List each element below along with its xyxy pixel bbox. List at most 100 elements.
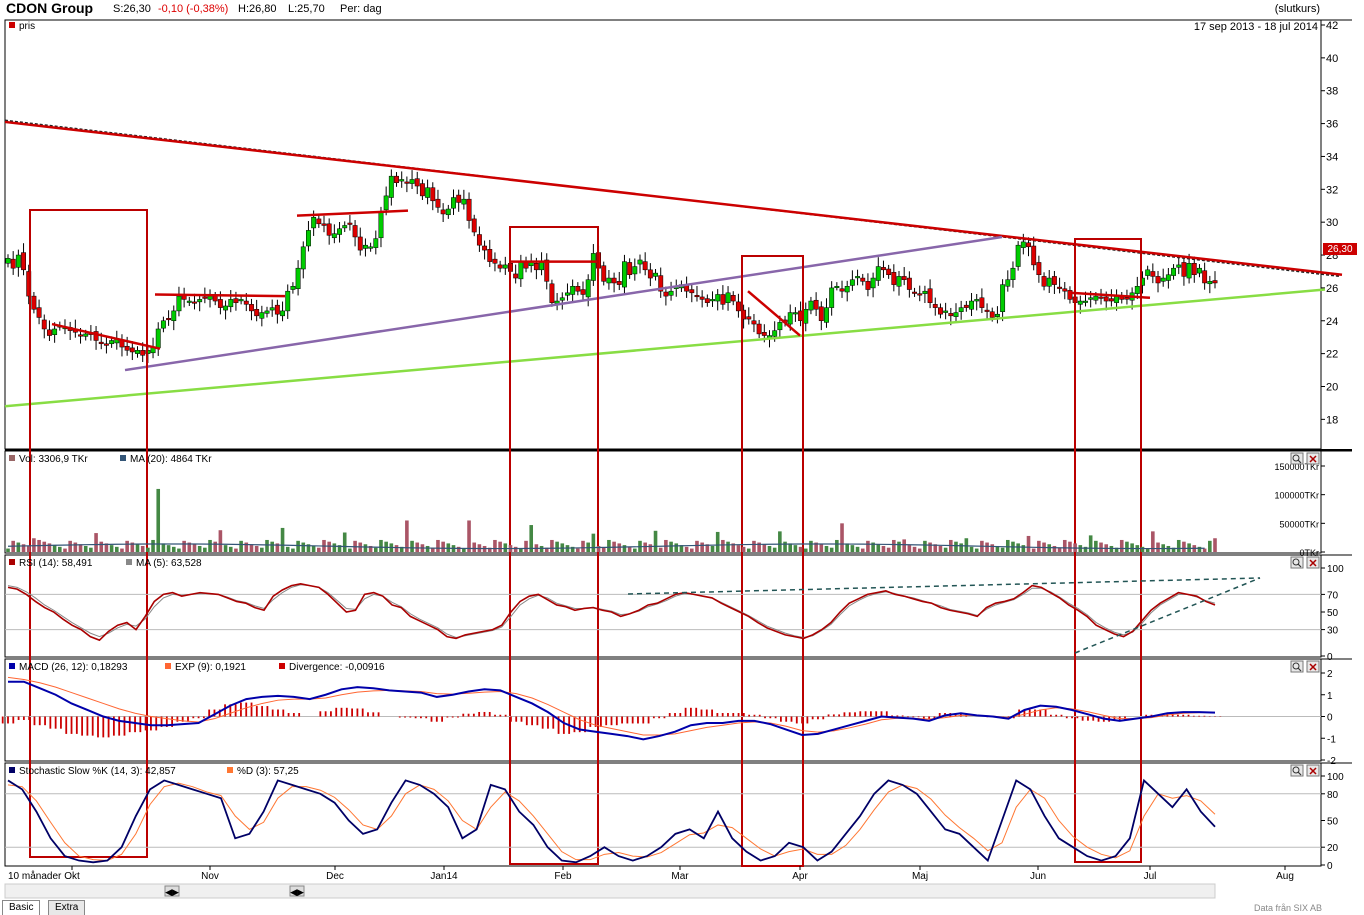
macd-tick-label: -1 xyxy=(1327,734,1336,745)
candle-body xyxy=(197,299,203,303)
vol-tick-label: 50000TKr xyxy=(1279,519,1319,529)
exp-legend-label: EXP (9): 0,1921 xyxy=(175,662,246,673)
volume-bar xyxy=(270,541,274,552)
close-icon-stroke xyxy=(1309,559,1317,567)
panel-settings-button[interactable] xyxy=(1290,452,1304,465)
candle-body xyxy=(502,264,508,269)
price-tick-label: 20 xyxy=(1326,381,1338,393)
macd-tick-label: 2 xyxy=(1327,669,1333,680)
candle-body xyxy=(616,281,622,285)
volume-bar xyxy=(1151,531,1155,552)
panel-settings-button[interactable] xyxy=(1290,764,1304,777)
volume-bar xyxy=(223,545,228,552)
candle-body xyxy=(922,290,928,294)
candle-body xyxy=(388,175,394,198)
candle-body xyxy=(456,194,462,203)
volume-bar xyxy=(58,546,62,552)
candle-body xyxy=(419,183,425,197)
candle-body xyxy=(352,225,358,238)
volume-bar xyxy=(342,532,347,552)
tab-extra[interactable]: Extra xyxy=(48,900,86,915)
volume-bar xyxy=(425,545,430,552)
candle-body xyxy=(249,304,254,312)
candle-body xyxy=(337,228,342,235)
volume-bar xyxy=(933,544,938,552)
candle-body xyxy=(482,245,488,251)
volume-bar xyxy=(1213,538,1217,552)
volume-bar xyxy=(208,539,212,552)
panel-settings-button[interactable] xyxy=(1290,556,1304,569)
volume-bar xyxy=(897,541,901,552)
volume-bar xyxy=(21,544,26,552)
candle-body xyxy=(891,272,897,285)
x-tick-label: Jan14 xyxy=(430,871,458,882)
volume-bar xyxy=(1156,542,1160,552)
volume-bar xyxy=(1083,546,1088,552)
volume-bar xyxy=(446,543,451,552)
candle-body xyxy=(440,209,446,215)
volume-bar xyxy=(327,541,331,552)
volume-bar xyxy=(348,548,352,552)
candle-body xyxy=(373,238,379,248)
candle-body xyxy=(1181,262,1187,277)
stochastic-gridlines xyxy=(5,793,1321,848)
vol-ma-legend-label: MA (20): 4864 TKr xyxy=(130,454,212,465)
volume-bar xyxy=(1005,539,1010,552)
scroll-right-button[interactable] xyxy=(289,885,305,897)
wrench-icon-handle xyxy=(1297,459,1302,464)
volume-bar xyxy=(705,544,710,552)
candle-body xyxy=(1103,296,1109,302)
volume-bar xyxy=(171,546,176,552)
volume-bar xyxy=(596,545,601,552)
volume-bar xyxy=(923,540,927,552)
volume-bar xyxy=(135,544,140,552)
candle-body xyxy=(1067,290,1073,300)
macd-legend-label: MACD (26, 12): 0,18293 xyxy=(19,662,128,673)
volume-bar xyxy=(203,547,207,552)
volume-bar xyxy=(1182,541,1186,552)
candle-body xyxy=(233,298,239,303)
volume-bar xyxy=(544,547,549,552)
time-scrollbar[interactable]: ◀▶ ◀▶ 10 månader xyxy=(4,870,1216,899)
candle-body xyxy=(746,316,752,320)
volume-bar xyxy=(467,520,471,552)
price-tick-label: 34 xyxy=(1326,151,1338,163)
candle-body xyxy=(710,299,715,302)
volume-bar xyxy=(622,545,627,552)
candle-body xyxy=(1207,281,1213,285)
period-selector[interactable]: Per: dag xyxy=(340,3,382,15)
candle-body xyxy=(518,261,524,280)
volume-bar xyxy=(529,525,534,552)
volume-bar xyxy=(1119,539,1124,552)
tab-basic[interactable]: Basic xyxy=(2,900,41,915)
candle-body xyxy=(653,272,658,277)
volume-bar xyxy=(47,543,52,552)
vol-legend-swatch xyxy=(9,455,15,461)
price-tick-label: 36 xyxy=(1326,119,1338,131)
candle-body xyxy=(937,307,943,315)
macd-panel: -2 -1 0 1 2 MACD (26, 12): 0,18293 EXP (9): … xyxy=(1,662,1336,767)
volume-bar xyxy=(1021,545,1026,552)
candle-body xyxy=(243,300,249,305)
volume-legend: Vol: 3306,9 TKr MA (20): 4864 TKr xyxy=(9,454,212,465)
rsi-legend-label: RSI (14): 58,491 xyxy=(19,558,93,569)
volume-bar xyxy=(436,539,440,552)
macd-frame xyxy=(4,658,1322,762)
price-tick-label: 38 xyxy=(1326,86,1338,98)
macd-tick-label: -2 xyxy=(1327,756,1336,767)
scroll-left-button[interactable] xyxy=(164,885,180,897)
volume-bar xyxy=(871,542,875,552)
volume-bar xyxy=(68,540,72,552)
scrollbar-track[interactable] xyxy=(4,883,1216,899)
volume-bar xyxy=(73,542,78,552)
candle-body xyxy=(963,304,969,308)
volume-bar xyxy=(63,548,67,552)
volume-bar xyxy=(772,547,777,552)
volume-bar xyxy=(1125,541,1129,552)
panel-settings-button[interactable] xyxy=(1290,660,1304,673)
volume-bar xyxy=(156,488,161,552)
candle-body xyxy=(1212,280,1218,284)
candle-body xyxy=(264,310,270,314)
rsi-lines xyxy=(7,577,1261,654)
high-price: H:26,80 xyxy=(238,3,277,15)
